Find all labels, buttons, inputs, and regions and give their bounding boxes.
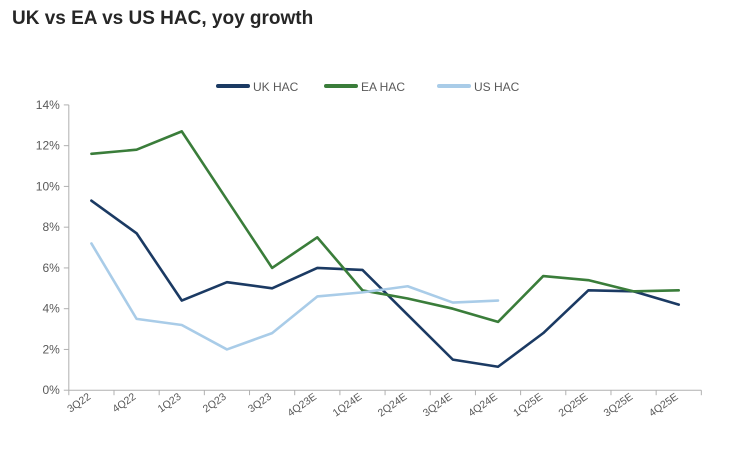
svg-text:2Q24E: 2Q24E	[376, 391, 410, 420]
svg-text:10%: 10%	[36, 179, 60, 193]
svg-text:3Q24E: 3Q24E	[421, 391, 455, 420]
svg-text:8%: 8%	[42, 220, 60, 234]
svg-text:3Q22: 3Q22	[65, 391, 93, 416]
svg-text:1Q25E: 1Q25E	[511, 391, 545, 420]
svg-text:3Q25E: 3Q25E	[602, 391, 636, 420]
svg-text:12%: 12%	[36, 139, 60, 153]
svg-text:0%: 0%	[42, 383, 60, 397]
svg-text:14%: 14%	[36, 98, 60, 112]
svg-text:3Q23: 3Q23	[246, 391, 274, 416]
svg-text:4%: 4%	[42, 302, 60, 316]
svg-text:6%: 6%	[42, 261, 60, 275]
svg-text:1Q24E: 1Q24E	[331, 391, 365, 420]
svg-text:4Q23E: 4Q23E	[285, 391, 319, 420]
svg-text:4Q24E: 4Q24E	[466, 391, 500, 420]
svg-text:2Q25E: 2Q25E	[556, 391, 590, 420]
svg-text:1Q23: 1Q23	[156, 391, 184, 416]
svg-text:2%: 2%	[42, 342, 60, 356]
svg-text:2Q23: 2Q23	[201, 391, 229, 416]
svg-text:4Q25E: 4Q25E	[647, 391, 681, 420]
svg-text:4Q22: 4Q22	[110, 391, 138, 416]
